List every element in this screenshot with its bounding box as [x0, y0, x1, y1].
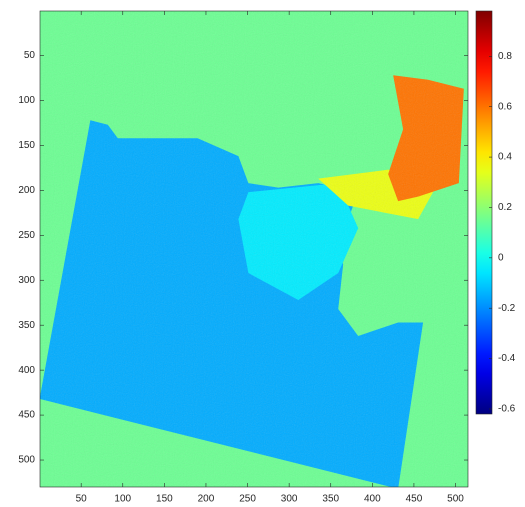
- x-tick-label: 500: [447, 494, 464, 505]
- y-tick-label: 350: [18, 320, 35, 331]
- y-tick-label: 450: [18, 410, 35, 421]
- colorbar-tick-label: -0.2: [498, 303, 516, 314]
- x-tick-label: 450: [406, 494, 423, 505]
- x-tick-label: 100: [114, 494, 131, 505]
- x-tick-label: 200: [198, 494, 215, 505]
- colorbar-tick-label: 0.6: [498, 101, 512, 112]
- x-tick-label: 250: [239, 494, 256, 505]
- noise-texture: [40, 11, 468, 487]
- y-tick-label: 200: [18, 185, 35, 196]
- x-tick-label: 300: [281, 494, 298, 505]
- y-tick-label: 150: [18, 140, 35, 151]
- heatmap-image: [40, 11, 468, 487]
- colorbar-tick-label: 0.4: [498, 152, 512, 163]
- y-tick-label: 50: [24, 50, 36, 61]
- y-tick-label: 400: [18, 365, 35, 376]
- colorbar-tick-label: -0.6: [498, 404, 516, 415]
- colorbar-tick-label: 0.8: [498, 51, 512, 62]
- y-tick-label: 100: [18, 95, 35, 106]
- x-tick-label: 150: [156, 494, 173, 505]
- y-tick-label: 300: [18, 275, 35, 286]
- colorbar-tick-label: -0.4: [498, 353, 516, 364]
- y-tick-label: 500: [18, 455, 35, 466]
- x-tick-label: 400: [364, 494, 381, 505]
- x-tick-label: 350: [322, 494, 339, 505]
- y-tick-label: 250: [18, 230, 35, 241]
- colorbar-tick-label: 0.2: [498, 202, 512, 213]
- plot-frame: [39, 10, 469, 488]
- x-tick-label: 50: [76, 494, 88, 505]
- colorbar-tick-label: 0: [498, 252, 504, 263]
- colorbar: [475, 10, 493, 415]
